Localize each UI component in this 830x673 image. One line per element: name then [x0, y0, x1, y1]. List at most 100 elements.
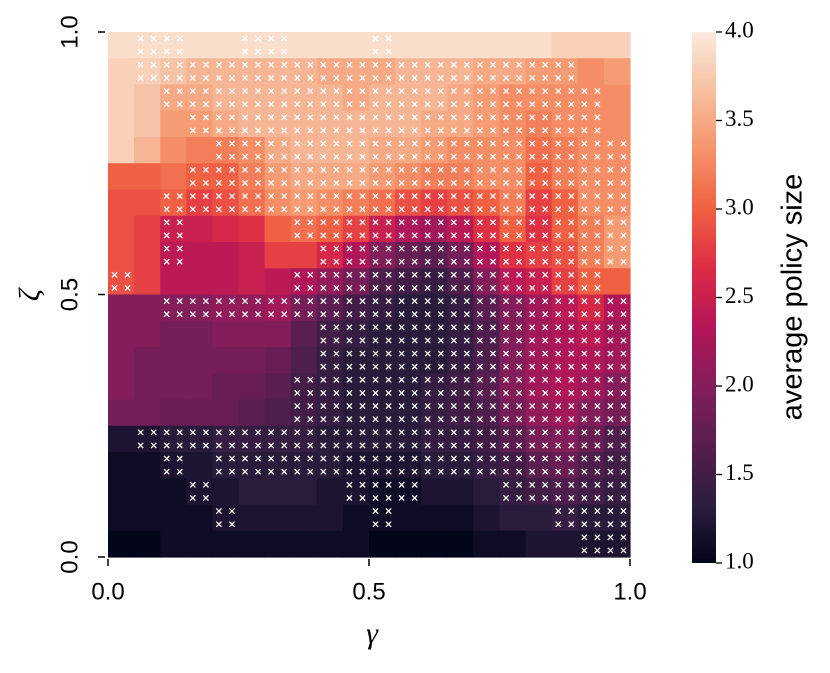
- heatmap-cell: [186, 32, 213, 59]
- marker: [555, 298, 575, 318]
- marker: [241, 193, 262, 213]
- marker: [555, 140, 575, 160]
- marker: [268, 298, 288, 318]
- marker: [346, 140, 366, 160]
- marker: [398, 350, 418, 370]
- heatmap-cell: [186, 504, 213, 532]
- marker: [163, 455, 183, 475]
- marker: [581, 88, 601, 108]
- heatmap-cell: [499, 32, 527, 59]
- marker: [581, 219, 601, 239]
- marker: [268, 88, 288, 108]
- heatmap-cell: [290, 32, 318, 59]
- marker: [555, 166, 575, 186]
- heatmap-cell: [290, 347, 318, 374]
- marker: [607, 481, 627, 501]
- marker: [476, 114, 497, 134]
- marker: [163, 219, 183, 239]
- marker: [294, 61, 314, 81]
- marker: [268, 429, 288, 449]
- marker: [581, 166, 601, 186]
- heatmap-cell: [499, 530, 527, 558]
- marker: [450, 219, 470, 239]
- heatmap-cell: [395, 504, 422, 532]
- marker: [215, 429, 236, 449]
- marker: [529, 140, 549, 160]
- marker: [372, 35, 392, 55]
- heatmap-cell: [108, 189, 135, 217]
- heatmap-cell: [238, 215, 266, 243]
- heatmap-cell: [160, 504, 187, 532]
- heatmap-cell: [264, 320, 292, 348]
- heatmap-cell: [264, 268, 292, 296]
- marker: [398, 376, 418, 396]
- marker: [294, 219, 314, 239]
- marker: [346, 88, 366, 108]
- marker: [346, 324, 366, 344]
- marker: [189, 193, 209, 213]
- marker: [555, 324, 575, 344]
- heatmap-cell: [160, 530, 187, 558]
- y-axis-label: ζ: [13, 287, 46, 301]
- marker: [555, 88, 575, 108]
- heatmap-cell: [447, 530, 474, 558]
- marker: [581, 245, 601, 265]
- heatmap-cell: [134, 452, 161, 479]
- marker: [476, 324, 497, 344]
- marker: [346, 298, 366, 318]
- marker: [372, 298, 392, 318]
- heatmap-cell: [108, 399, 135, 427]
- marker: [372, 61, 392, 81]
- marker: [241, 166, 262, 186]
- marker: [294, 298, 314, 318]
- marker: [502, 324, 523, 344]
- x-tick-label: 0.5: [352, 578, 385, 605]
- marker: [555, 403, 575, 423]
- marker: [398, 219, 418, 239]
- marker: [294, 271, 314, 291]
- marker: [529, 61, 549, 81]
- heatmap-cell: [264, 242, 292, 269]
- marker: [529, 219, 549, 239]
- heatmap-cell: [134, 504, 161, 532]
- heatmap-cell: [264, 347, 292, 374]
- marker: [372, 508, 392, 528]
- heatmap-cell: [473, 530, 501, 558]
- marker: [529, 271, 549, 291]
- marker: [450, 350, 470, 370]
- marker: [372, 403, 392, 423]
- marker: [372, 324, 392, 344]
- marker: [137, 429, 157, 449]
- heatmap-cell: [473, 478, 501, 506]
- heatmap-cell: [264, 399, 292, 427]
- marker: [189, 298, 209, 318]
- marker: [502, 271, 523, 291]
- marker: [555, 114, 575, 134]
- marker: [424, 376, 444, 396]
- marker: [215, 114, 236, 134]
- heatmap-cell: [395, 32, 422, 59]
- marker: [502, 193, 523, 213]
- colorbar-tick-label: 3.5: [725, 106, 754, 131]
- heatmap-cell: [238, 320, 266, 348]
- marker: [372, 455, 392, 475]
- heatmap-cell: [160, 110, 187, 138]
- marker: [529, 324, 549, 344]
- marker: [372, 219, 392, 239]
- heatmap-cell: [238, 478, 266, 506]
- marker: [476, 455, 497, 475]
- marker: [163, 245, 183, 265]
- marker: [111, 271, 131, 291]
- heatmap-cell: [212, 242, 240, 269]
- heatmap-cell: [212, 215, 240, 243]
- marker: [398, 481, 418, 501]
- marker: [555, 455, 575, 475]
- heatmap-cell: [108, 504, 135, 532]
- marker: [607, 350, 627, 370]
- y-tick-label: 1.0: [56, 15, 83, 48]
- heatmap-cell: [421, 478, 448, 506]
- heatmap-cell: [525, 504, 553, 532]
- marker: [398, 245, 418, 265]
- marker: [215, 193, 236, 213]
